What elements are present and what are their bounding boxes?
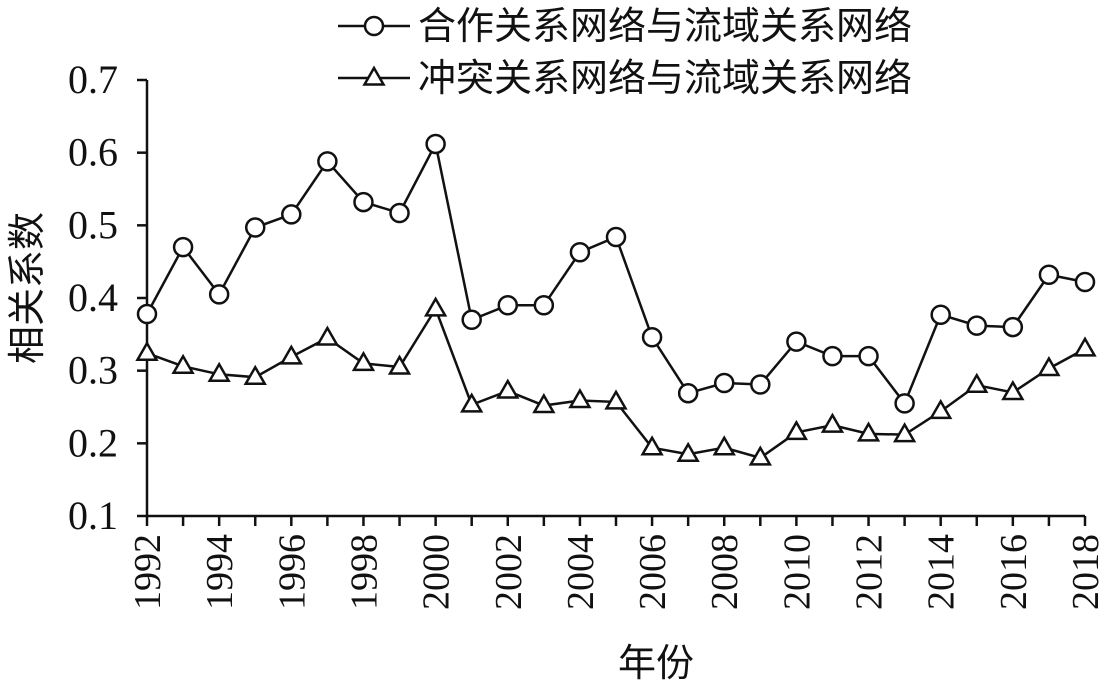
- data-point-circle: [605, 226, 627, 248]
- data-point-circle: [713, 372, 735, 394]
- data-point-circle: [930, 304, 951, 325]
- data-point-triangle: [171, 353, 195, 375]
- y-tick-label: 0.5: [68, 202, 118, 247]
- data-point-triangle: [135, 340, 159, 361]
- data-point-circle: [425, 133, 446, 155]
- data-point-circle: [786, 331, 807, 352]
- y-tick-label: 0.7: [68, 57, 118, 102]
- data-point-triangle: [315, 325, 340, 346]
- data-point-triangle: [856, 421, 881, 442]
- y-tick-label: 0.4: [68, 275, 118, 320]
- data-point-triangle: [965, 372, 989, 393]
- data-point-circle: [353, 191, 374, 213]
- data-point-triangle: [243, 364, 267, 385]
- y-tick-label: 0.3: [68, 348, 118, 393]
- series-cooperation: [136, 133, 1096, 414]
- x-tick-label: 2014: [921, 534, 963, 610]
- x-tick-label: 2016: [993, 534, 1035, 610]
- data-point-triangle: [568, 387, 592, 409]
- series-conflict: [135, 296, 1097, 466]
- data-point-triangle: [496, 378, 520, 399]
- legend-label: 冲突关系网络与流域关系网络: [418, 56, 912, 100]
- data-point-triangle: [207, 361, 231, 383]
- x-tick-label: 2004: [560, 534, 602, 610]
- data-point-triangle: [748, 445, 772, 466]
- x-tick-label: 2006: [632, 534, 674, 610]
- data-point-triangle: [640, 435, 664, 456]
- data-point-circle: [317, 151, 338, 172]
- data-point-triangle: [892, 422, 917, 443]
- data-point-triangle: [460, 392, 484, 413]
- data-point-circle: [281, 204, 302, 225]
- data-point-triangle: [1037, 355, 1061, 377]
- data-point-circle: [389, 202, 410, 224]
- y-tick-label: 0.1: [68, 493, 118, 538]
- data-point-triangle: [676, 441, 700, 462]
- data-point-circle: [1002, 316, 1024, 338]
- legend-marker-circle: [363, 15, 385, 37]
- data-point-circle: [750, 374, 771, 395]
- axes: 0.1 0.2 0.3 0.4 0.5 0.6 0.7 1992 1994 1996 1998 200…: [68, 57, 1100, 610]
- data-point-circle: [569, 241, 591, 263]
- data-point-triangle: [532, 393, 556, 414]
- data-point-circle: [497, 295, 519, 316]
- data-point-triangle: [351, 350, 376, 372]
- legend-item-conflict: 冲突关系网络与流域关系网络: [338, 56, 912, 100]
- data-point-circle: [641, 326, 663, 348]
- data-point-circle: [894, 393, 915, 414]
- x-axis-title: 年份: [618, 641, 694, 685]
- data-point-circle: [1074, 271, 1096, 293]
- data-point-triangle: [423, 296, 448, 317]
- data-point-triangle: [387, 354, 412, 375]
- y-tick-label: 0.2: [68, 420, 118, 465]
- data-point-circle: [244, 217, 266, 238]
- legend-item-cooperation: 合作关系网络与流域关系网络: [338, 4, 912, 48]
- data-point-circle: [136, 303, 158, 325]
- x-tick-label: 2008: [704, 534, 746, 610]
- x-tick-label: 2000: [416, 534, 458, 610]
- data-point-circle: [533, 295, 555, 316]
- data-point-triangle: [1073, 336, 1097, 357]
- series-line-conflict: [146, 306, 1086, 460]
- legend-marker-triangle: [362, 65, 386, 86]
- data-point-triangle: [604, 389, 628, 410]
- y-tick-label: 0.6: [68, 130, 118, 175]
- y-axis-title: 相关系数: [5, 212, 49, 364]
- x-tick-label: 2012: [849, 534, 891, 610]
- data-point-circle: [858, 345, 879, 367]
- legend-label: 合作关系网络与流域关系网络: [418, 4, 912, 48]
- x-tick-label: 2018: [1065, 534, 1100, 610]
- data-point-circle: [208, 284, 230, 305]
- x-tick-label: 1998: [343, 534, 385, 610]
- x-tick-label: 1994: [199, 534, 241, 610]
- x-tick-label: 2010: [776, 534, 818, 610]
- x-tick-label: 1996: [271, 534, 313, 610]
- x-tick-label: 1992: [127, 534, 169, 610]
- data-point-circle: [461, 309, 482, 331]
- data-point-triangle: [1001, 379, 1025, 401]
- data-point-triangle: [784, 419, 809, 441]
- series-layer: [135, 133, 1097, 466]
- data-point-circle: [172, 236, 194, 258]
- data-point-circle: [966, 315, 988, 336]
- data-point-circle: [1038, 264, 1060, 285]
- data-point-circle: [677, 382, 699, 404]
- data-point-circle: [822, 345, 843, 367]
- data-point-triangle: [279, 344, 303, 365]
- x-tick-label: 2002: [488, 534, 530, 610]
- data-point-triangle: [712, 435, 736, 456]
- data-point-triangle: [929, 398, 953, 420]
- data-point-triangle: [820, 412, 845, 433]
